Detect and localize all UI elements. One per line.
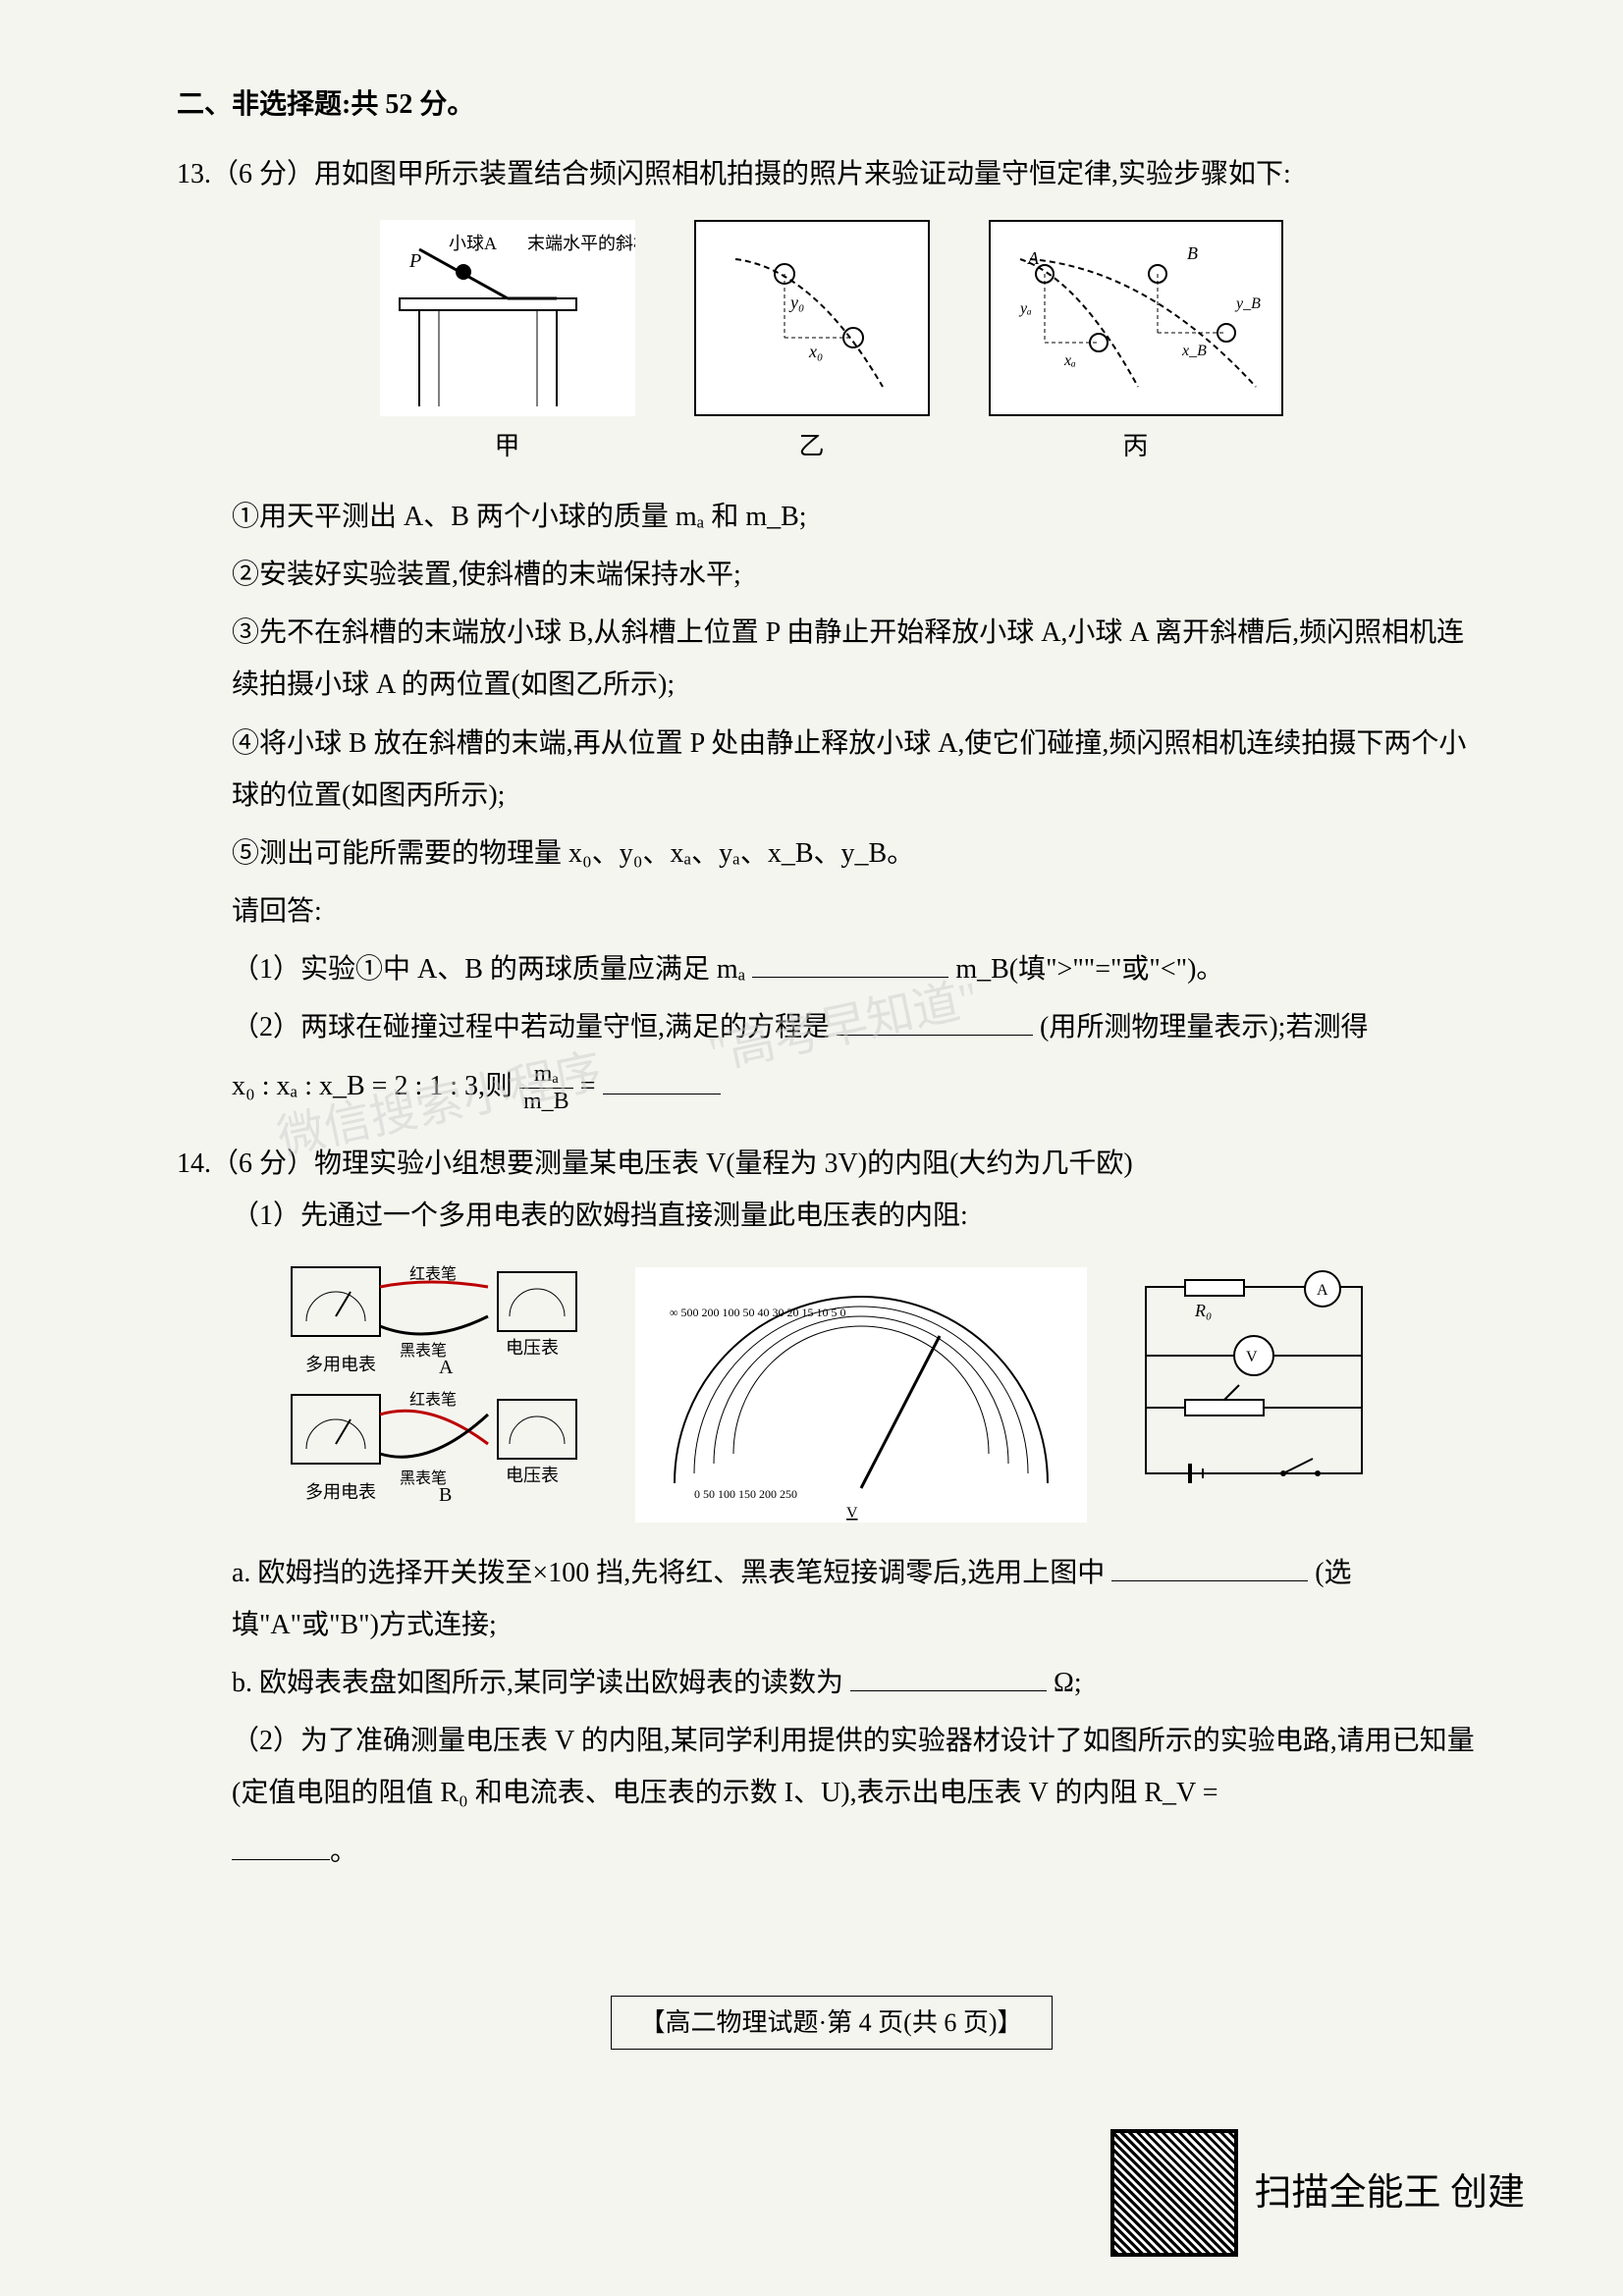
- frac-num: mₐ: [519, 1061, 573, 1088]
- svg-text:多用电表: 多用电表: [305, 1355, 376, 1374]
- q14b-pre: b. 欧姆表表盘如图所示,某同学读出欧姆表的读数为: [232, 1668, 843, 1698]
- qr-text: 扫描全能王 创建: [1254, 2158, 1525, 2228]
- q14-sub1: （1）先通过一个多用电表的欧姆挡直接测量此电压表的内阻:: [177, 1190, 1486, 1242]
- q14a-pre: a. 欧姆挡的选择开关拨至×100 挡,先将红、黑表笔短接调零后,选用上图中: [232, 1558, 1105, 1588]
- blank-fill[interactable]: [837, 1012, 1033, 1036]
- svg-text:末端水平的斜槽: 末端水平的斜槽: [527, 234, 635, 253]
- q14b-end: Ω;: [1054, 1668, 1082, 1698]
- q13-sub2-line2: x₀ : xₐ : x_B = 2 : 1 : 3,则 mₐ m_B =: [177, 1060, 1486, 1114]
- q14-sub-b: b. 欧姆表表盘如图所示,某同学读出欧姆表的读数为 Ω;: [177, 1657, 1486, 1709]
- q14-sub2-text: （2）为了准确测量电压表 V 的内阻,某同学利用提供的实验器材设计了如图所示的实…: [232, 1726, 1475, 1808]
- q13-sub1-end: m_B(填">""="或"<")。: [955, 954, 1223, 985]
- fig-bing-caption: 丙: [989, 422, 1283, 470]
- svg-text:B: B: [1187, 243, 1198, 263]
- qr-code: [1110, 2129, 1238, 2257]
- svg-text:A: A: [1317, 1282, 1328, 1299]
- svg-text:y_B: y_B: [1234, 295, 1261, 312]
- q13-answer-label: 请回答:: [177, 885, 1486, 937]
- trajectory-diagram-2: A B yₐ y_B xₐ x_B: [991, 220, 1281, 416]
- svg-text:P: P: [408, 250, 421, 272]
- fig-jia-caption: 甲: [380, 422, 635, 470]
- blank-fill[interactable]: [603, 1071, 721, 1095]
- q14-diagrams: 多用电表 电压表 红表笔 黑表笔 A 多用电表 电压表: [177, 1257, 1486, 1530]
- svg-text:电压表: 电压表: [506, 1466, 559, 1485]
- question-14: 14.（6 分）物理实验小组想要测量某电压表 V(量程为 3V)的内阻(大约为几…: [177, 1138, 1486, 1878]
- meter-connections: 多用电表 电压表 红表笔 黑表笔 A 多用电表 电压表: [282, 1257, 596, 1513]
- q13-sub1: （1）实验①中 A、B 的两球质量应满足 mₐ m_B(填">""="或"<")…: [177, 943, 1486, 995]
- q14-sub2-blank: 。: [177, 1826, 1486, 1878]
- svg-text:R₀: R₀: [1194, 1301, 1212, 1320]
- q14-sub2: （2）为了准确测量电压表 V 的内阻,某同学利用提供的实验器材设计了如图所示的实…: [177, 1715, 1486, 1819]
- svg-text:多用电表: 多用电表: [305, 1482, 376, 1502]
- page-footer: 【高二物理试题·第 4 页(共 6 页)】: [611, 1996, 1053, 2050]
- svg-text:红表笔: 红表笔: [409, 1265, 457, 1283]
- svg-text:B: B: [439, 1484, 452, 1506]
- svg-text:x_B: x_B: [1181, 343, 1207, 359]
- svg-text:∞ 500 200 100 50 40 30 20 15 1: ∞ 500 200 100 50 40 30 20 15 10 5 0: [670, 1306, 846, 1319]
- q13-step3: ③先不在斜槽的末端放小球 B,从斜槽上位置 P 由静止开始释放小球 A,小球 A…: [177, 607, 1486, 711]
- svg-text:红表笔: 红表笔: [409, 1391, 457, 1409]
- figure-yi: y₀ x₀ 乙: [694, 220, 930, 470]
- svg-text:xₐ: xₐ: [1063, 352, 1076, 369]
- fig-yi-caption: 乙: [694, 422, 930, 470]
- question-13: 13.（6 分）用如图甲所示装置结合频闪照相机拍摄的照片来验证动量守恒定律,实验…: [177, 148, 1486, 1114]
- svg-text:A: A: [1027, 248, 1040, 268]
- circuit-diagram: R₀ A V: [1126, 1267, 1381, 1521]
- blank-fill[interactable]: [232, 1837, 330, 1860]
- blank-fill[interactable]: [752, 954, 948, 978]
- frac-den: m_B: [519, 1089, 573, 1114]
- q13-sub2-l2-pre: x₀ : xₐ : x_B = 2 : 1 : 3,则: [232, 1071, 513, 1101]
- blank-fill[interactable]: [1111, 1558, 1308, 1581]
- q13-sub2: （2）两球在碰撞过程中若动量守恒,满足的方程是 (用所测物理量表示);若测得: [177, 1001, 1486, 1053]
- ohmmeter-dial: ∞ 500 200 100 50 40 30 20 15 10 5 0 0 50…: [635, 1267, 1087, 1522]
- q13-header: 13.（6 分）用如图甲所示装置结合频闪照相机拍摄的照片来验证动量守恒定律,实验…: [177, 148, 1486, 200]
- svg-text:x₀: x₀: [808, 342, 823, 361]
- connection-methods: 多用电表 电压表 红表笔 黑表笔 A 多用电表 电压表: [282, 1257, 596, 1530]
- q14-header: 14.（6 分）物理实验小组想要测量某电压表 V(量程为 3V)的内阻(大约为几…: [177, 1138, 1486, 1190]
- qr-area: 扫描全能王 创建: [1110, 2129, 1525, 2257]
- figure-bing: A B yₐ y_B xₐ x_B 丙: [989, 220, 1283, 470]
- svg-text:V: V: [846, 1505, 858, 1522]
- q13-step2: ②安装好实验装置,使斜槽的末端保持水平;: [177, 549, 1486, 601]
- figure-jia: 小球A 末端水平的斜槽 P 甲: [380, 220, 635, 470]
- q13-step5: ⑤测出可能所需要的物理量 x₀、y₀、xₐ、yₐ、x_B、y_B。: [177, 828, 1486, 880]
- blank-fill[interactable]: [850, 1668, 1047, 1691]
- apparatus-diagram: 小球A 末端水平的斜槽 P: [380, 220, 635, 416]
- q13-step4: ④将小球 B 放在斜槽的末端,再从位置 P 处由静止释放小球 A,使它们碰撞,频…: [177, 718, 1486, 822]
- q13-sub2-pre: （2）两球在碰撞过程中若动量守恒,满足的方程是: [232, 1012, 830, 1042]
- q13-step1: ①用天平测出 A、B 两个小球的质量 mₐ 和 m_B;: [177, 491, 1486, 543]
- svg-text:A: A: [439, 1357, 454, 1378]
- q13-sub2-l2-post: =: [580, 1071, 596, 1101]
- svg-text:yₐ: yₐ: [1018, 300, 1032, 317]
- svg-text:电压表: 电压表: [506, 1338, 559, 1358]
- q13-sub2-end: (用所测物理量表示);若测得: [1040, 1012, 1368, 1042]
- svg-text:V: V: [1246, 1349, 1258, 1365]
- q14-sub-a: a. 欧姆挡的选择开关拨至×100 挡,先将红、黑表笔短接调零后,选用上图中 (…: [177, 1547, 1486, 1651]
- fraction: mₐ m_B: [519, 1061, 573, 1114]
- q13-figures: 小球A 末端水平的斜槽 P 甲 y₀: [177, 220, 1486, 470]
- q13-sub1-pre: （1）实验①中 A、B 的两球质量应满足 mₐ: [232, 954, 745, 985]
- svg-text:小球A: 小球A: [449, 234, 497, 253]
- section-header: 二、非选择题:共 52 分。: [177, 79, 1486, 131]
- svg-text:0 50 100 150 200 250: 0 50 100 150 200 250: [694, 1487, 797, 1501]
- trajectory-diagram-1: y₀ x₀: [696, 220, 928, 416]
- svg-text:y₀: y₀: [788, 293, 804, 312]
